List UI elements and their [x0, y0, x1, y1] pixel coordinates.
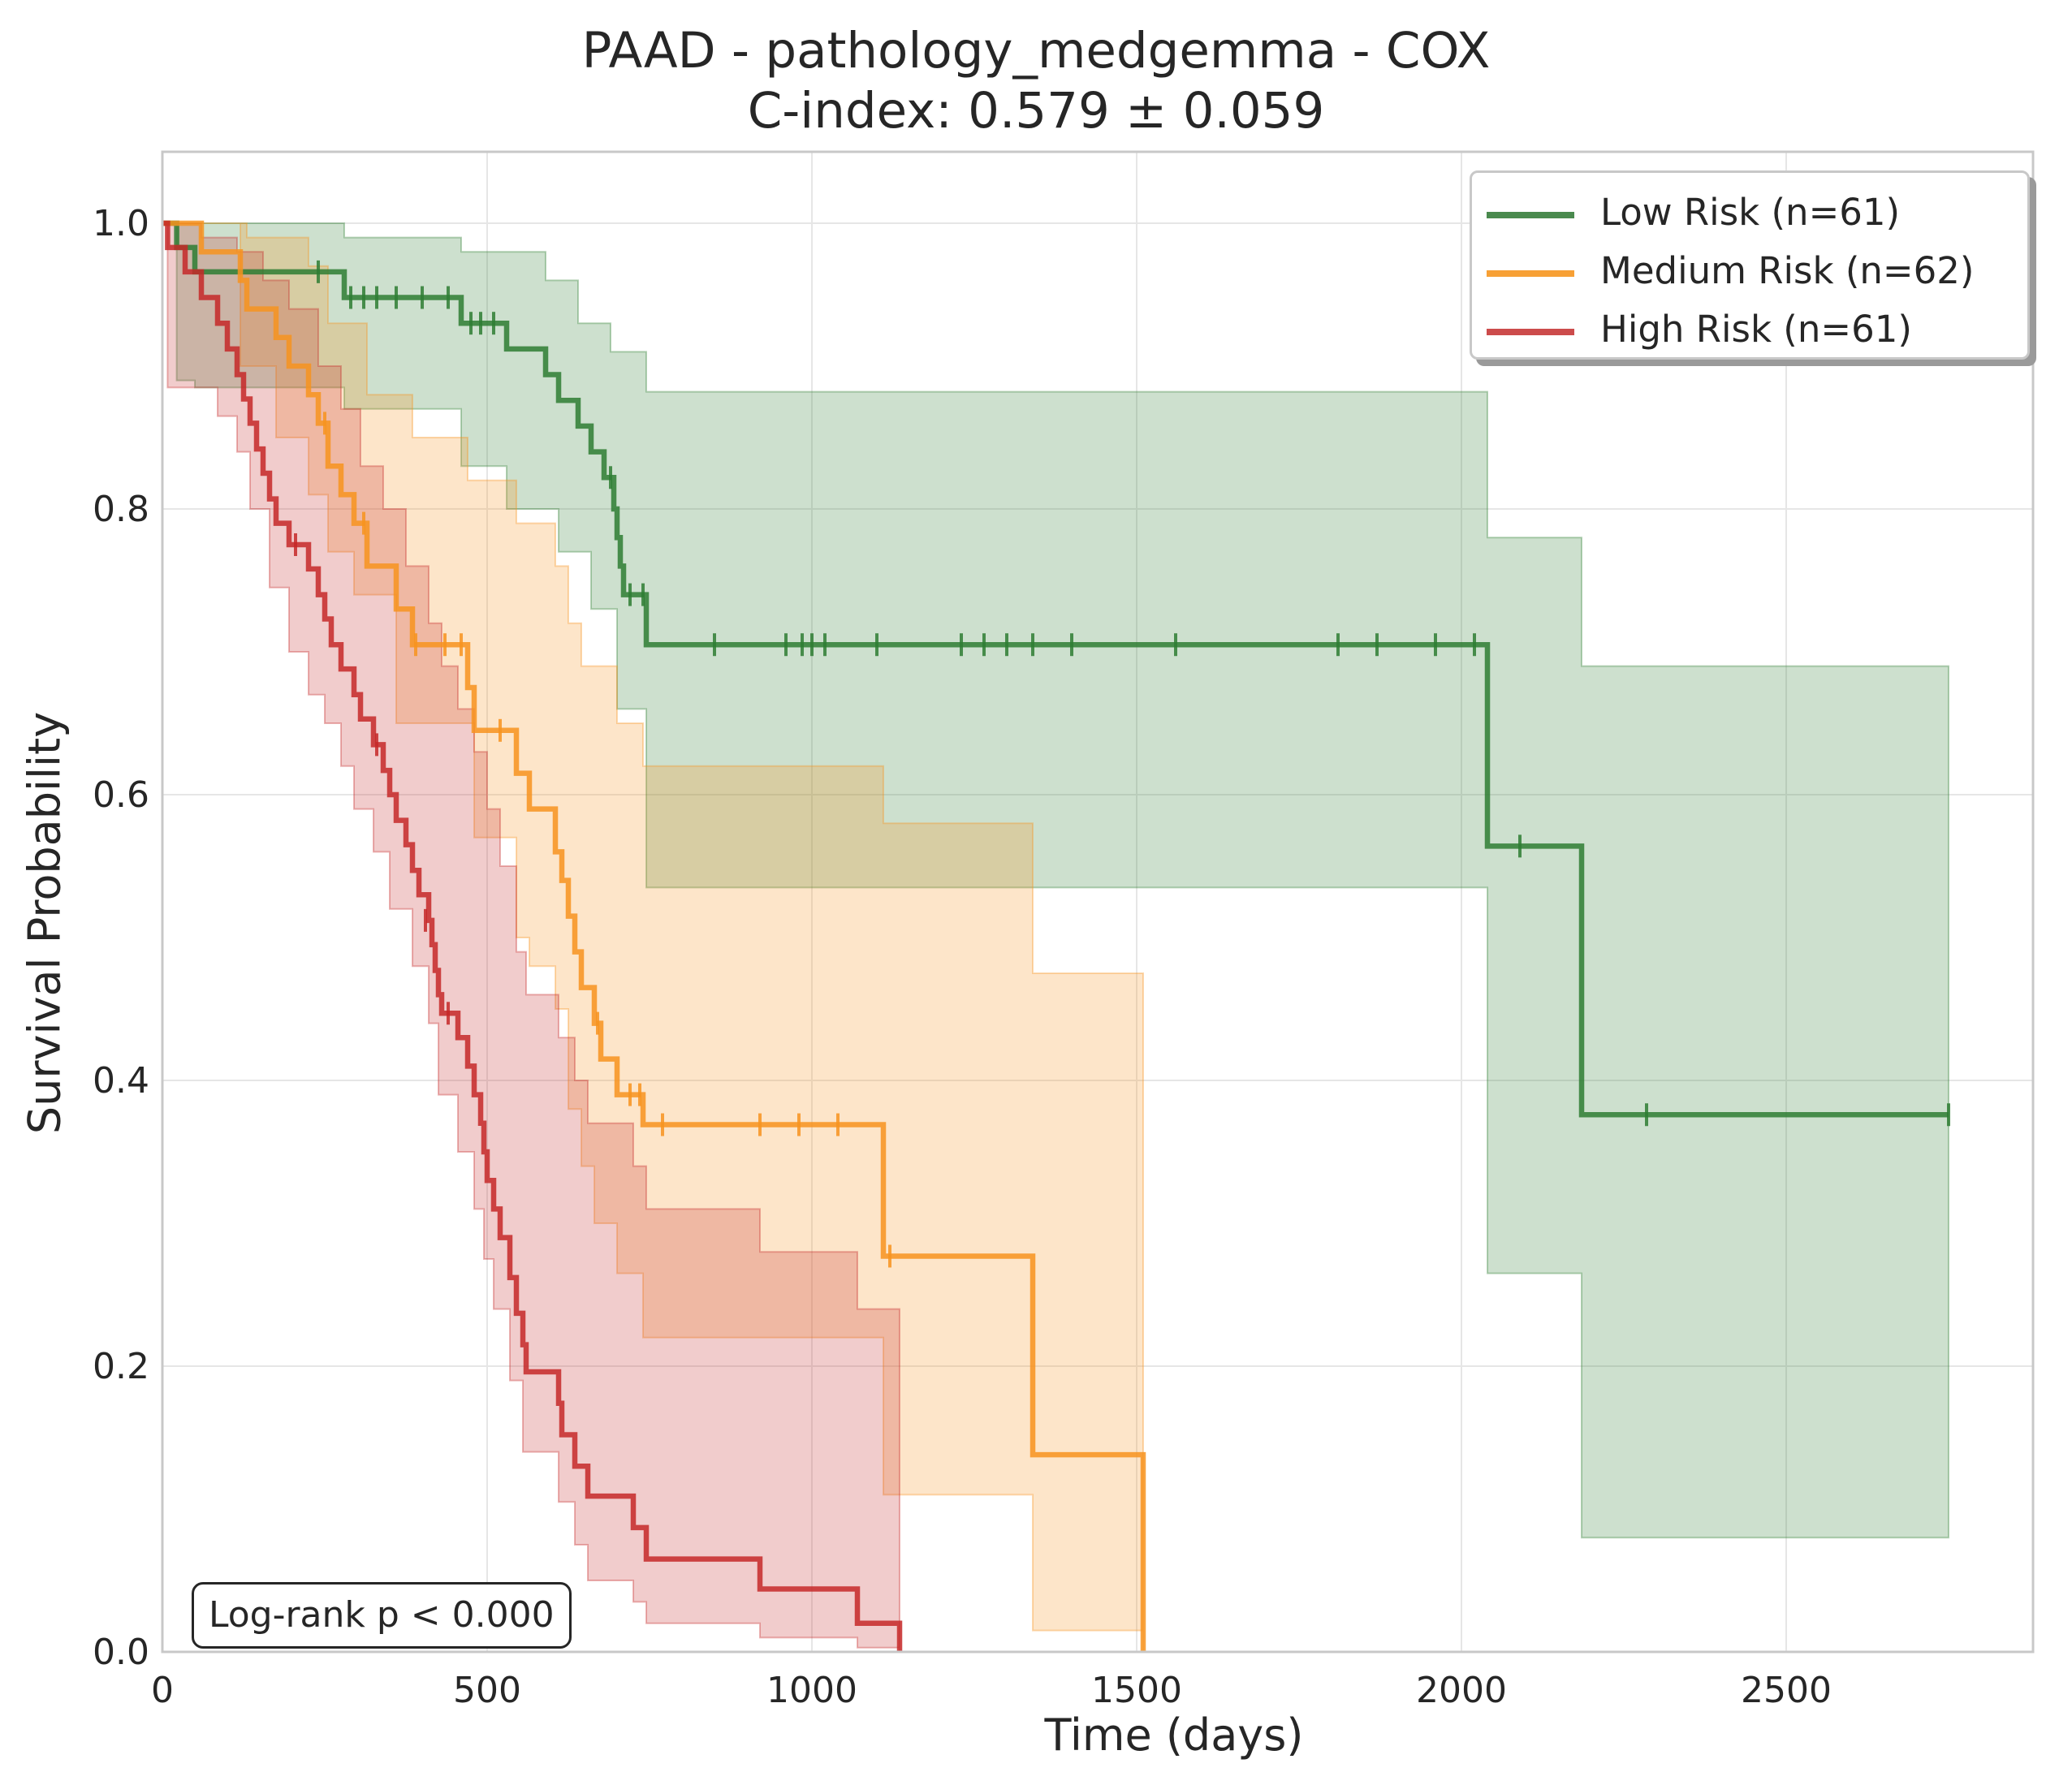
legend-swatch-medium-risk: [1487, 270, 1574, 277]
y-tick-label: 0.0: [93, 1632, 149, 1673]
legend-swatch-low-risk: [1487, 212, 1574, 218]
legend: Low Risk (n=61) Medium Risk (n=62) High …: [1470, 170, 2030, 360]
chart-title: PAAD - pathology_medgemma - COX: [581, 22, 1491, 80]
survival-curve-medium-risk: [162, 220, 1146, 1652]
ci-band-medium-risk: [162, 222, 1144, 1652]
legend-label-high-risk: High Risk (n=61): [1600, 308, 1912, 351]
x-tick-label: 1500: [1091, 1670, 1182, 1711]
log-rank-annotation: Log-rank p < 0.000: [192, 1582, 572, 1649]
legend-item-high-risk: High Risk (n=61): [1472, 306, 2027, 355]
x-tick-label: 2000: [1416, 1670, 1507, 1711]
survival-curve-low-risk: [162, 220, 1949, 1118]
x-tick-label: 500: [453, 1670, 521, 1711]
chart-subtitle: C-index: 0.579 ± 0.059: [747, 82, 1325, 140]
y-tick-label: 0.6: [93, 774, 149, 816]
x-axis-title: Time (days): [1044, 1710, 1304, 1761]
legend-swatch-high-risk: [1487, 329, 1574, 335]
legend-label-low-risk: Low Risk (n=61): [1600, 191, 1901, 234]
y-tick-label: 1.0: [93, 203, 149, 244]
y-tick-label: 0.4: [93, 1060, 149, 1102]
ci-band-high-risk: [162, 222, 900, 1652]
survival-curve-high-risk: [162, 220, 903, 1652]
x-tick-label: 0: [151, 1670, 174, 1711]
legend-item-medium-risk: Medium Risk (n=62): [1472, 248, 2027, 296]
x-tick-label: 2500: [1741, 1670, 1832, 1711]
plot-area: [162, 152, 2033, 1652]
plot-frame: [161, 150, 2035, 1653]
x-tick-label: 1000: [766, 1670, 857, 1711]
y-tick-label: 0.2: [93, 1346, 149, 1387]
legend-label-medium-risk: Medium Risk (n=62): [1600, 249, 1975, 292]
ci-band-low-risk: [162, 222, 1949, 1539]
y-axis-title: Survival Probability: [19, 711, 71, 1135]
legend-item-low-risk: Low Risk (n=61): [1472, 189, 2027, 238]
y-tick-label: 0.8: [93, 489, 149, 530]
